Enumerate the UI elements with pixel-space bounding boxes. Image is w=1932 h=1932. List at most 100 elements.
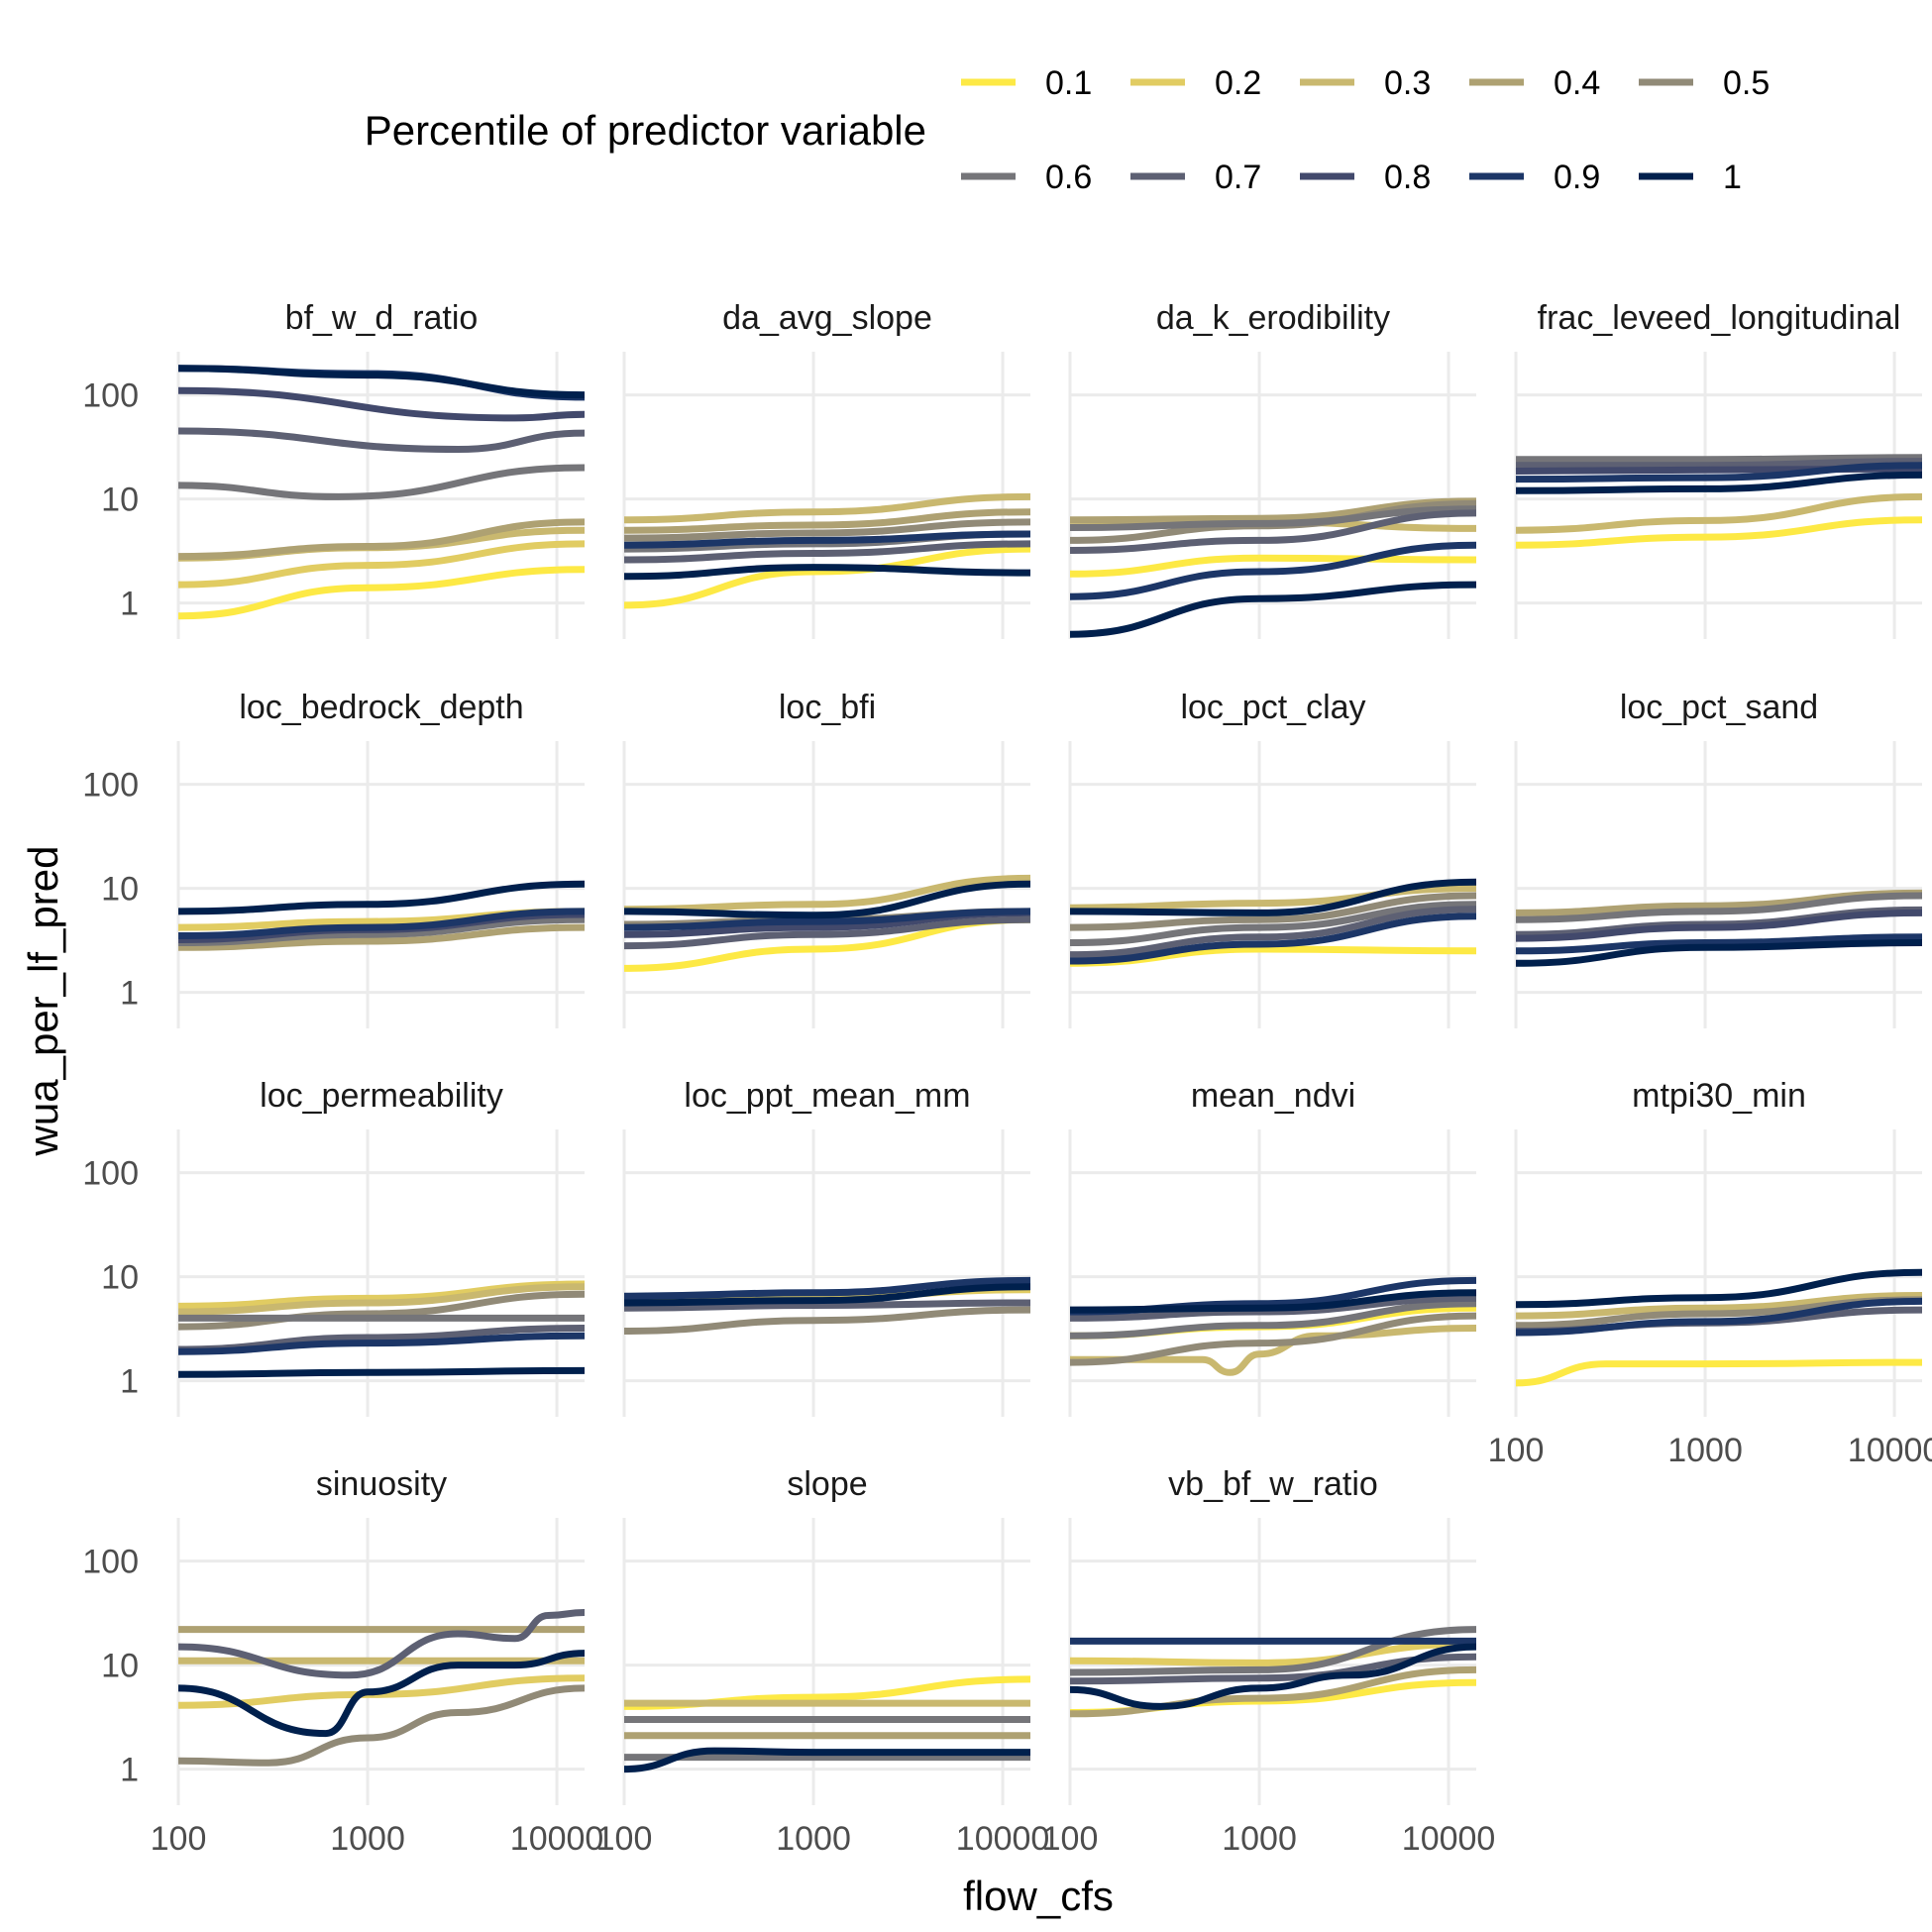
series-line-0.6 (177, 915, 586, 946)
legend-label-0.7: 0.7 (1215, 159, 1261, 196)
series-line-0.6 (1516, 454, 1923, 464)
series-line-0.5 (623, 1306, 1031, 1335)
series-line-1 (1069, 1289, 1477, 1314)
legend-label-0.5: 0.5 (1723, 64, 1770, 102)
panel-mean-ndvi: mean_ndvi (1068, 1077, 1477, 1417)
series-line-0.9 (1069, 912, 1477, 965)
panel-title: da_k_erodibility (1156, 299, 1390, 337)
series-line-0.1 (1069, 554, 1477, 578)
panel-bf-w-d-ratio: bf_w_d_ratio 1 10 100 (82, 299, 586, 639)
panel-frac-leveed-longitudinal: frac_leveed_longitudinal (1514, 299, 1923, 639)
y-tick-label: 100 (82, 377, 139, 415)
y-tick-label: 100 (82, 1544, 139, 1581)
series-line-0.9 (1515, 933, 1923, 955)
panel-loc-pct-sand: loc_pct_sand (1514, 689, 1923, 1028)
series-line-1 (1069, 1643, 1477, 1710)
panel-loc-ppt-mean-mm: loc_ppt_mean_mm (622, 1077, 1031, 1417)
series-line-1 (177, 1650, 586, 1738)
y-axis-title: wua_per_lf_pred (20, 846, 66, 1157)
panel-title: mean_ndvi (1191, 1077, 1355, 1115)
series-line-0.7 (623, 540, 1031, 564)
series-line-0.7 (177, 427, 586, 453)
x-tick-label: 100 (151, 1820, 207, 1858)
x-tick-label: 10000 (956, 1820, 1050, 1858)
y-tick-label: 10 (101, 871, 139, 909)
x-tick-label: 1000 (1222, 1820, 1297, 1858)
series-line-1 (1069, 878, 1477, 916)
panel-title: bf_w_d_ratio (285, 299, 479, 337)
series-line-0.7 (623, 1299, 1031, 1312)
series-line-0.4 (1069, 1665, 1477, 1718)
series-line-0.1 (177, 566, 586, 620)
legend-label-0.1: 0.1 (1045, 64, 1092, 102)
series-line-0.4 (177, 518, 586, 561)
legend-label-0.6: 0.6 (1045, 159, 1092, 196)
panel-loc-pct-clay: loc_pct_clay (1068, 689, 1477, 1028)
series-line-0.6 (1069, 505, 1477, 531)
series-line-0.3 (1515, 492, 1923, 534)
series-line-0.9 (623, 1276, 1031, 1300)
legend-label-0.8: 0.8 (1384, 159, 1431, 196)
x-tick-label: 100 (596, 1820, 653, 1858)
x-tick-label: 1000 (776, 1820, 851, 1858)
series-line-1 (623, 880, 1031, 919)
x-tick-label: 10000 (1848, 1432, 1932, 1469)
panel-loc-bedrock-depth: loc_bedrock_depth 1 10 100 (82, 689, 586, 1028)
series-line-0.5 (1069, 1312, 1477, 1366)
series-line-0.3 (1069, 1325, 1477, 1376)
panel-title: loc_pct_clay (1180, 689, 1365, 726)
series-line-0.6 (1069, 1300, 1477, 1340)
facet-panels: bf_w_d_ratio 1 10 100 da_avg_slope da_k_erodi… (82, 299, 1932, 1858)
series-line-0.6 (1515, 892, 1923, 923)
series-line-0.6 (1069, 1626, 1477, 1676)
legend-label-1: 1 (1723, 159, 1742, 196)
series-line-1 (1515, 939, 1923, 967)
y-tick-label: 1 (120, 1752, 139, 1789)
legend-title: Percentile of predictor variable (365, 107, 926, 154)
y-tick-label: 1 (120, 1363, 139, 1401)
series-line-0.9 (1515, 462, 1923, 483)
y-tick-label: 100 (82, 767, 139, 805)
series-line-0.5 (177, 1684, 586, 1767)
y-tick-label: 1 (120, 975, 139, 1013)
series-line-0.3 (177, 1283, 586, 1316)
series-line-0.3 (623, 874, 1031, 913)
series-line-0.1 (623, 545, 1031, 609)
series-line-1 (623, 1283, 1031, 1307)
series-line-1 (1515, 1268, 1923, 1309)
x-tick-label: 10000 (510, 1820, 604, 1858)
legend-label-0.2: 0.2 (1215, 64, 1261, 102)
panel-title: loc_ppt_mean_mm (684, 1077, 970, 1115)
series-line-0.9 (623, 530, 1031, 549)
x-tick-label: 1000 (330, 1820, 405, 1858)
x-tick-label: 1000 (1667, 1432, 1743, 1469)
x-tick-label: 100 (1488, 1432, 1545, 1469)
series-line-0.9 (1515, 1297, 1923, 1337)
series-line-0.5 (1069, 892, 1477, 931)
series-line-1 (177, 1366, 586, 1378)
x-tick-label: 10000 (1402, 1820, 1496, 1858)
series-line-1 (1069, 581, 1477, 638)
panel-da-avg-slope: da_avg_slope (622, 299, 1031, 639)
panel-da-k-erodibility: da_k_erodibility (1068, 299, 1477, 639)
series-line-0.9 (1069, 541, 1477, 600)
series-line-0.1 (1515, 1358, 1923, 1387)
y-tick-label: 10 (101, 482, 139, 519)
panel-sinuosity: sinuosity 1 10 100 100 1000 10000 (82, 1465, 603, 1858)
y-tick-label: 1 (120, 586, 139, 623)
panel-title: sinuosity (316, 1465, 447, 1503)
series-line-1 (623, 1747, 1030, 1773)
panel-title: vb_bf_w_ratio (1168, 1465, 1378, 1503)
series-line-0.7 (1515, 458, 1923, 470)
panel-vb-bf-w-ratio: vb_bf_w_ratio 100 1000 10000 (1042, 1465, 1496, 1858)
y-tick-label: 100 (82, 1155, 139, 1193)
series-line-0.6 (177, 464, 586, 500)
y-tick-label: 10 (101, 1259, 139, 1297)
series-line-0.3 (1515, 1292, 1923, 1320)
series-line-0.2 (177, 540, 586, 589)
panel-title: mtpi30_min (1632, 1077, 1806, 1115)
panel-title: slope (787, 1465, 867, 1503)
panel-title: loc_bfi (779, 689, 876, 726)
